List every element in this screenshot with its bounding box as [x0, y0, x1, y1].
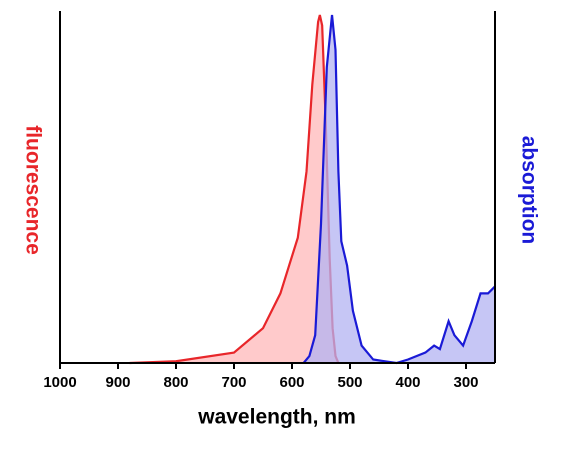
y-axis-title: absorption — [517, 136, 540, 245]
x-tick-label: 1000 — [43, 374, 76, 391]
series-line — [302, 14, 496, 365]
x-tick-label: 800 — [163, 374, 188, 391]
x-tick-label: 700 — [221, 374, 246, 391]
y-axis-title: fluorescence — [21, 125, 44, 255]
x-tick-label: 400 — [395, 374, 420, 391]
x-tick-label: 600 — [279, 374, 304, 391]
area-fill — [303, 15, 495, 363]
x-tick-label: 300 — [453, 374, 478, 391]
area-fill — [129, 15, 339, 363]
x-tick-label: 900 — [105, 374, 130, 391]
x-axis-title: wavelength, nm — [197, 406, 356, 429]
x-tick-label: 500 — [337, 374, 362, 391]
